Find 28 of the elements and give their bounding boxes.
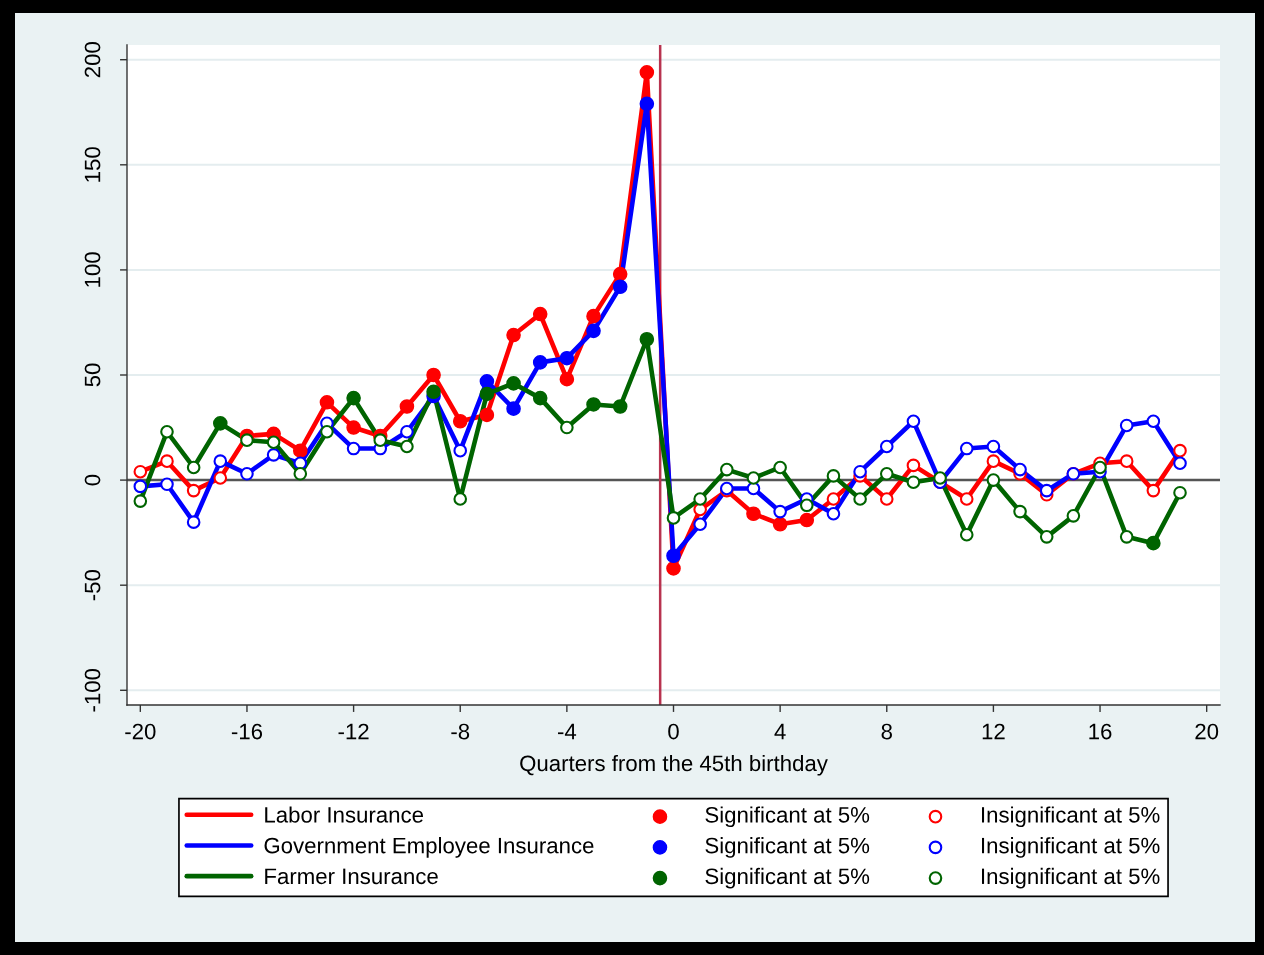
legend-label: Farmer Insurance [265, 868, 438, 885]
x-axis-title: Quarters from the 45th birthday [520, 754, 828, 776]
x-tick-label: 20 [1195, 723, 1219, 740]
y-tick-label: -100 [84, 668, 101, 712]
y-tick-label: 50 [84, 363, 101, 387]
x-tick-label: -8 [451, 723, 470, 740]
y-tick-label: 100 [84, 252, 101, 287]
y-tick-label: 200 [84, 42, 101, 78]
x-tick-label: -12 [338, 723, 369, 740]
x-tick-label: -20 [125, 723, 156, 740]
legend-label: Insignificant at 5% [981, 867, 1160, 889]
legend-label: Significant at 5% [705, 867, 870, 889]
x-tick-label: -16 [231, 723, 263, 740]
x-tick-label: 0 [668, 723, 679, 740]
legend-label: Labor Insurance [265, 806, 424, 823]
x-tick-label: 16 [1089, 723, 1112, 740]
x-tick-label: 12 [982, 723, 1005, 740]
legend-label: Significant at 5% [705, 806, 870, 828]
x-tick-label: -4 [557, 723, 577, 740]
y-tick-label: 150 [84, 147, 101, 182]
y-tick-label: 0 [84, 474, 101, 486]
y-tick-label: -50 [84, 570, 101, 601]
x-tick-label: 4 [774, 723, 786, 740]
x-tick-label: 8 [881, 723, 892, 740]
legend-label: Significant at 5% [705, 837, 870, 858]
legend-label: Insignificant at 5% [981, 837, 1160, 858]
legend-label: Insignificant at 5% [981, 806, 1160, 828]
legend-label: Government Employee Insurance [264, 837, 594, 858]
